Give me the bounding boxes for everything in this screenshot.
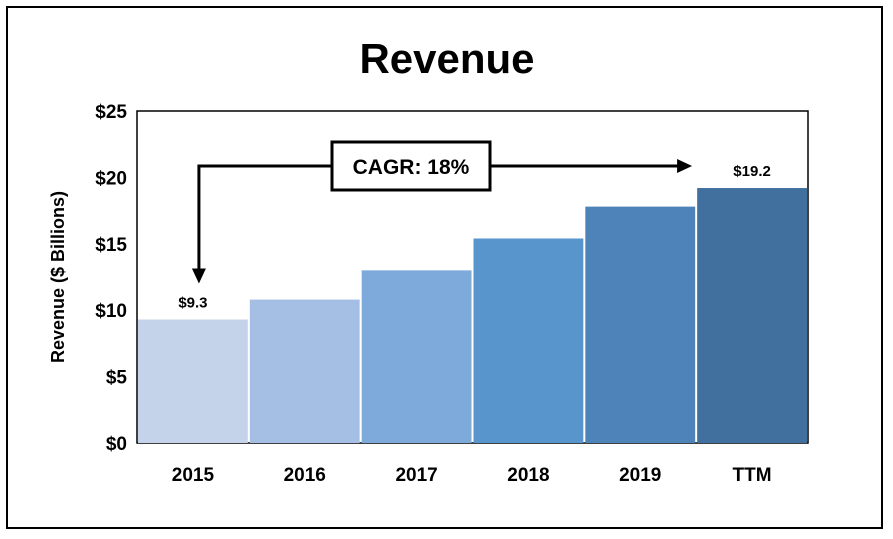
y-tick-label: $25 [95,102,127,123]
plot-area [136,110,809,444]
y-tick-label: $10 [95,301,127,322]
cagr-box [330,140,492,192]
x-tick-label: 2016 [284,465,326,486]
bar-2016 [249,299,360,443]
y-tick-label: $0 [106,434,127,455]
x-tick-label: 2018 [507,465,549,486]
cagr-arrow-left [197,164,332,270]
x-tick-label: 2015 [172,465,215,486]
x-tick-label: 2019 [619,465,661,486]
x-tick-label: 2017 [395,465,437,486]
bar-2018 [473,238,584,443]
x-tick-label: TTM [733,465,772,486]
data-label: $19.2 [733,163,771,180]
y-tick-label: $5 [106,368,128,389]
y-axis-label: Revenue ($ Billions) [48,191,68,363]
chart-title: Revenue [359,35,534,82]
y-tick-label: $15 [95,235,127,256]
cagr-label: CAGR: 18% [353,156,470,179]
bar-ttm [697,188,807,443]
arrowhead-right-icon [677,159,693,173]
y-tick-label: $20 [95,168,127,189]
bar-2015 [138,319,248,443]
bar-2019 [585,206,696,443]
data-label: $9.3 [178,294,207,311]
bar-2017 [361,270,472,443]
arrowhead-down-icon [191,268,206,284]
